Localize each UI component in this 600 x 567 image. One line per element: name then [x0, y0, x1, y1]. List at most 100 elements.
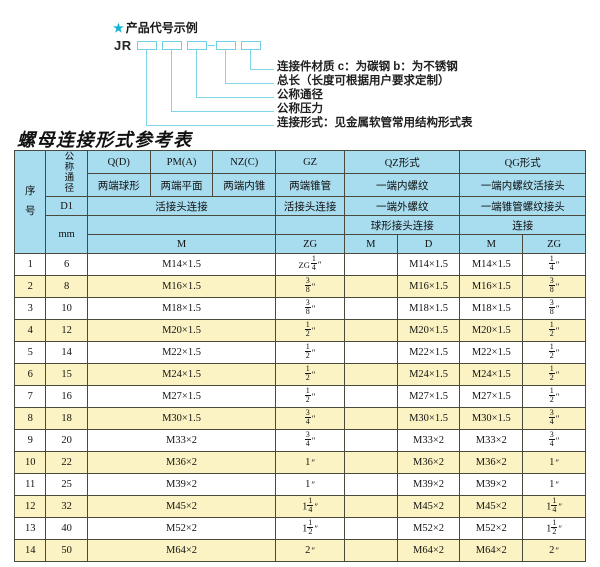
column-header-nominal-bore: 公称通径 — [45, 150, 88, 197]
column-header-endform-2: 两端内锥 — [212, 173, 277, 197]
leader-line-length-h — [225, 83, 274, 84]
cell-gz-thread: 1″ — [275, 473, 345, 496]
column-header-group-code-0: Q(D) — [86, 150, 151, 174]
cell-thread-M: M20×1.5 — [86, 319, 277, 342]
product-code-diagram: ★ 产品代号示例 JR 连接件材质 c：为碳钢 b：为不锈钢 总长（长度可根据用户… — [0, 0, 600, 129]
cell-qz-M — [344, 253, 398, 276]
cell-qz-M — [344, 517, 398, 540]
table-row: 13 40 M52×2 1 1 2 ″ M52×2 M52×2 1 1 2 ″ — [13, 517, 586, 540]
table-header-row-connection: D1 活接头连接 活接头连接 一端外螺纹 一端锥管螺纹接头 — [15, 196, 586, 216]
product-code-heading-label: 产品代号示例 — [125, 21, 198, 35]
cell-gz-thread: 1 1 2 ″ — [275, 517, 345, 540]
cell-gz-thread: 1 2 ″ — [275, 319, 345, 342]
column-header-endform-0: 两端球形 — [86, 173, 151, 197]
cell-gz-thread: 1 2 ″ — [275, 385, 345, 408]
column-header-unit-M-group0: M — [86, 234, 277, 254]
cell-qz-M — [344, 539, 398, 562]
note-connector-material: 连接件材质 c：为碳钢 b：为不锈钢 — [277, 61, 458, 73]
table-row: 6 15 M24×1.5 1 2 ″ M24×1.5 M24×1.5 1 2 ″ — [13, 363, 586, 386]
cell-qg-ZG: 3 4 ″ — [522, 429, 586, 452]
cell-gz-thread: 2″ — [275, 539, 345, 562]
column-header-extra-0 — [86, 215, 277, 235]
code-box-1 — [137, 41, 157, 50]
cell-gz-thread: 1″ — [275, 451, 345, 474]
cell-qz-M — [344, 451, 398, 474]
cell-qg-ZG: 1″ — [522, 473, 586, 496]
cell-thread-M: M33×2 — [86, 429, 277, 452]
column-header-group-code-5: QG形式 — [459, 150, 586, 174]
cell-qz-D: M22×1.5 — [396, 341, 461, 364]
column-header-group-code-1: PM(A) — [149, 150, 214, 174]
cell-nominal-bore: 20 — [45, 429, 88, 452]
cell-gz-thread: 3 8 ″ — [275, 297, 345, 320]
table-row: 11 25 M39×2 1″ M39×2 M39×2 1″ — [13, 473, 586, 496]
cell-qz-D: M45×2 — [396, 495, 461, 518]
cell-qz-M — [344, 319, 398, 342]
cell-nominal-bore: 6 — [45, 253, 88, 276]
cell-seq: 11 — [13, 473, 47, 496]
column-header-connection-5: 一端锥管螺纹接头 — [459, 196, 586, 216]
column-header-unit-ZG-group3: ZG — [275, 234, 345, 254]
cell-thread-M: M30×1.5 — [86, 407, 277, 430]
cell-seq: 7 — [13, 385, 47, 408]
cell-qg-ZG: 3 8 ″ — [522, 297, 586, 320]
table-row: 12 32 M45×2 1 1 4 ″ M45×2 M45×2 1 1 4 ″ — [13, 495, 586, 518]
column-header-unit-M-group4: M — [344, 234, 398, 254]
code-prefix-label: JR — [114, 38, 132, 53]
table-header-row-extra: mm 球形接头连接 连接 — [15, 215, 586, 254]
product-code-heading: ★ 产品代号示例 — [113, 19, 198, 36]
table-row: 5 14 M22×1.5 1 2 ″ M22×1.5 M22×1.5 1 2 ″ — [13, 341, 586, 364]
table-row: 2 8 M16×1.5 3 8 ″ M16×1.5 M16×1.5 3 8 ″ — [13, 275, 586, 298]
code-box-5 — [241, 41, 261, 50]
cell-qg-M: M16×1.5 — [459, 275, 524, 298]
column-header-group-code-3: GZ — [275, 150, 345, 174]
cell-nominal-bore: 12 — [45, 319, 88, 342]
cell-nominal-bore: 50 — [45, 539, 88, 562]
cell-thread-M: M24×1.5 — [86, 363, 277, 386]
cell-qg-M: M36×2 — [459, 451, 524, 474]
cell-qz-D: M27×1.5 — [396, 385, 461, 408]
cell-seq: 14 — [13, 539, 47, 562]
cell-qz-D: M20×1.5 — [396, 319, 461, 342]
note-nominal-bore: 公称通径 — [277, 89, 323, 101]
cell-thread-M: M22×1.5 — [86, 341, 277, 364]
cell-qg-ZG: 1 2 ″ — [522, 363, 586, 386]
column-header-group-code-2: NZ(C) — [212, 150, 277, 174]
cell-nominal-bore: 10 — [45, 297, 88, 320]
cell-seq: 2 — [13, 275, 47, 298]
cell-nominal-bore: 16 — [45, 385, 88, 408]
cell-qg-M: M20×1.5 — [459, 319, 524, 342]
cell-seq: 3 — [13, 297, 47, 320]
column-header-endform-1: 两端平面 — [149, 173, 214, 197]
cell-qz-M — [344, 495, 398, 518]
cell-qz-M — [344, 407, 398, 430]
cell-qg-M: M24×1.5 — [459, 363, 524, 386]
cell-thread-M: M18×1.5 — [86, 297, 277, 320]
cell-thread-M: M45×2 — [86, 495, 277, 518]
table-row: 14 50 M64×2 2″ M64×2 M64×2 2″ — [13, 539, 586, 562]
column-header-endform-5: 一端内螺纹活接头 — [459, 173, 586, 197]
cell-qz-D: M24×1.5 — [396, 363, 461, 386]
cell-qg-ZG: 1 2 ″ — [522, 319, 586, 342]
cell-gz-thread: 3 8 ″ — [275, 275, 345, 298]
cell-thread-M: M14×1.5 — [86, 253, 277, 276]
cell-qz-M — [344, 297, 398, 320]
cell-gz-thread: 3 4 ″ — [275, 429, 345, 452]
code-box-2 — [162, 41, 182, 50]
cell-qz-D: M39×2 — [396, 473, 461, 496]
cell-qg-ZG: 1 1 4 ″ — [522, 495, 586, 518]
cell-qz-M — [344, 429, 398, 452]
cell-qg-ZG: 2″ — [522, 539, 586, 562]
cell-thread-M: M36×2 — [86, 451, 277, 474]
column-header-d1: D1 — [45, 196, 88, 216]
table-row: 9 20 M33×2 3 4 ″ M33×2 M33×2 3 4 ″ — [13, 429, 586, 452]
leader-line-length-v — [225, 50, 226, 83]
cell-qg-ZG: 1 4 ″ — [522, 253, 586, 276]
cell-nominal-bore: 25 — [45, 473, 88, 496]
cell-nominal-bore: 14 — [45, 341, 88, 364]
cell-qz-D: M18×1.5 — [396, 297, 461, 320]
cell-qz-M — [344, 363, 398, 386]
table-row: 4 12 M20×1.5 1 2 ″ M20×1.5 M20×1.5 1 2 ″ — [13, 319, 586, 342]
column-header-seq: 序号 — [13, 150, 47, 254]
leader-line-pressure-h — [171, 111, 274, 112]
